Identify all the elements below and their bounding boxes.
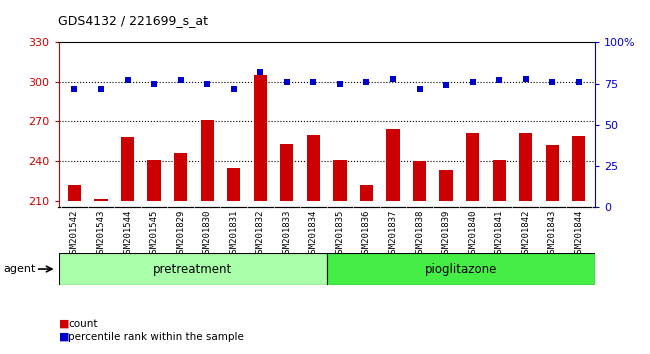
Bar: [121, 137, 134, 200]
Bar: [307, 135, 320, 200]
Point: [149, 81, 159, 86]
Bar: [254, 75, 267, 200]
Text: GSM201836: GSM201836: [362, 210, 371, 258]
Text: GSM201840: GSM201840: [468, 210, 477, 258]
Text: agent: agent: [3, 264, 36, 274]
Point: [70, 86, 80, 91]
Bar: [227, 167, 240, 200]
Point: [281, 79, 292, 85]
Point: [573, 79, 584, 85]
Point: [229, 86, 239, 91]
Text: GSM201839: GSM201839: [441, 210, 450, 258]
Bar: [326, 253, 595, 285]
Point: [96, 86, 106, 91]
Bar: [94, 199, 108, 200]
Text: GSM201837: GSM201837: [389, 210, 398, 258]
Bar: [174, 153, 187, 200]
Text: GSM201830: GSM201830: [203, 210, 212, 258]
Bar: [360, 185, 373, 200]
Text: pretreatment: pretreatment: [153, 263, 232, 275]
Point: [467, 79, 478, 85]
Text: GSM201841: GSM201841: [495, 210, 504, 258]
Text: GSM201833: GSM201833: [282, 210, 291, 258]
Text: GSM201545: GSM201545: [150, 210, 159, 258]
Point: [255, 69, 265, 75]
Bar: [148, 160, 161, 200]
Text: ■: ■: [58, 319, 69, 329]
Text: GSM201543: GSM201543: [96, 210, 105, 258]
Point: [414, 86, 424, 91]
Point: [202, 81, 213, 86]
Bar: [333, 160, 346, 200]
Bar: [58, 253, 326, 285]
Bar: [519, 133, 532, 200]
Point: [361, 79, 372, 85]
Text: GSM201544: GSM201544: [123, 210, 132, 258]
Text: GSM201829: GSM201829: [176, 210, 185, 258]
Point: [388, 76, 398, 81]
Text: percentile rank within the sample: percentile rank within the sample: [68, 332, 244, 342]
Bar: [466, 133, 479, 200]
Bar: [572, 136, 586, 200]
Text: GSM201832: GSM201832: [255, 210, 265, 258]
Text: count: count: [68, 319, 98, 329]
Text: GSM201831: GSM201831: [229, 210, 238, 258]
Text: pioglitazone: pioglitazone: [424, 263, 497, 275]
Bar: [280, 144, 293, 200]
Bar: [493, 160, 506, 200]
Point: [494, 78, 504, 83]
Text: GSM201834: GSM201834: [309, 210, 318, 258]
Bar: [201, 120, 214, 200]
Point: [122, 78, 133, 83]
Bar: [68, 185, 81, 200]
Bar: [413, 161, 426, 200]
Point: [308, 79, 318, 85]
Point: [547, 79, 558, 85]
Text: GSM201542: GSM201542: [70, 210, 79, 258]
Text: GSM201843: GSM201843: [548, 210, 557, 258]
Text: GSM201835: GSM201835: [335, 210, 345, 258]
Point: [335, 81, 345, 86]
Text: GSM201842: GSM201842: [521, 210, 530, 258]
Text: GSM201838: GSM201838: [415, 210, 424, 258]
Text: ■: ■: [58, 332, 69, 342]
Bar: [439, 170, 452, 200]
Point: [441, 82, 451, 88]
Text: GSM201844: GSM201844: [575, 210, 583, 258]
Text: GDS4132 / 221699_s_at: GDS4132 / 221699_s_at: [58, 14, 209, 27]
Bar: [386, 130, 400, 200]
Point: [521, 76, 531, 81]
Bar: [545, 145, 559, 200]
Point: [176, 78, 186, 83]
